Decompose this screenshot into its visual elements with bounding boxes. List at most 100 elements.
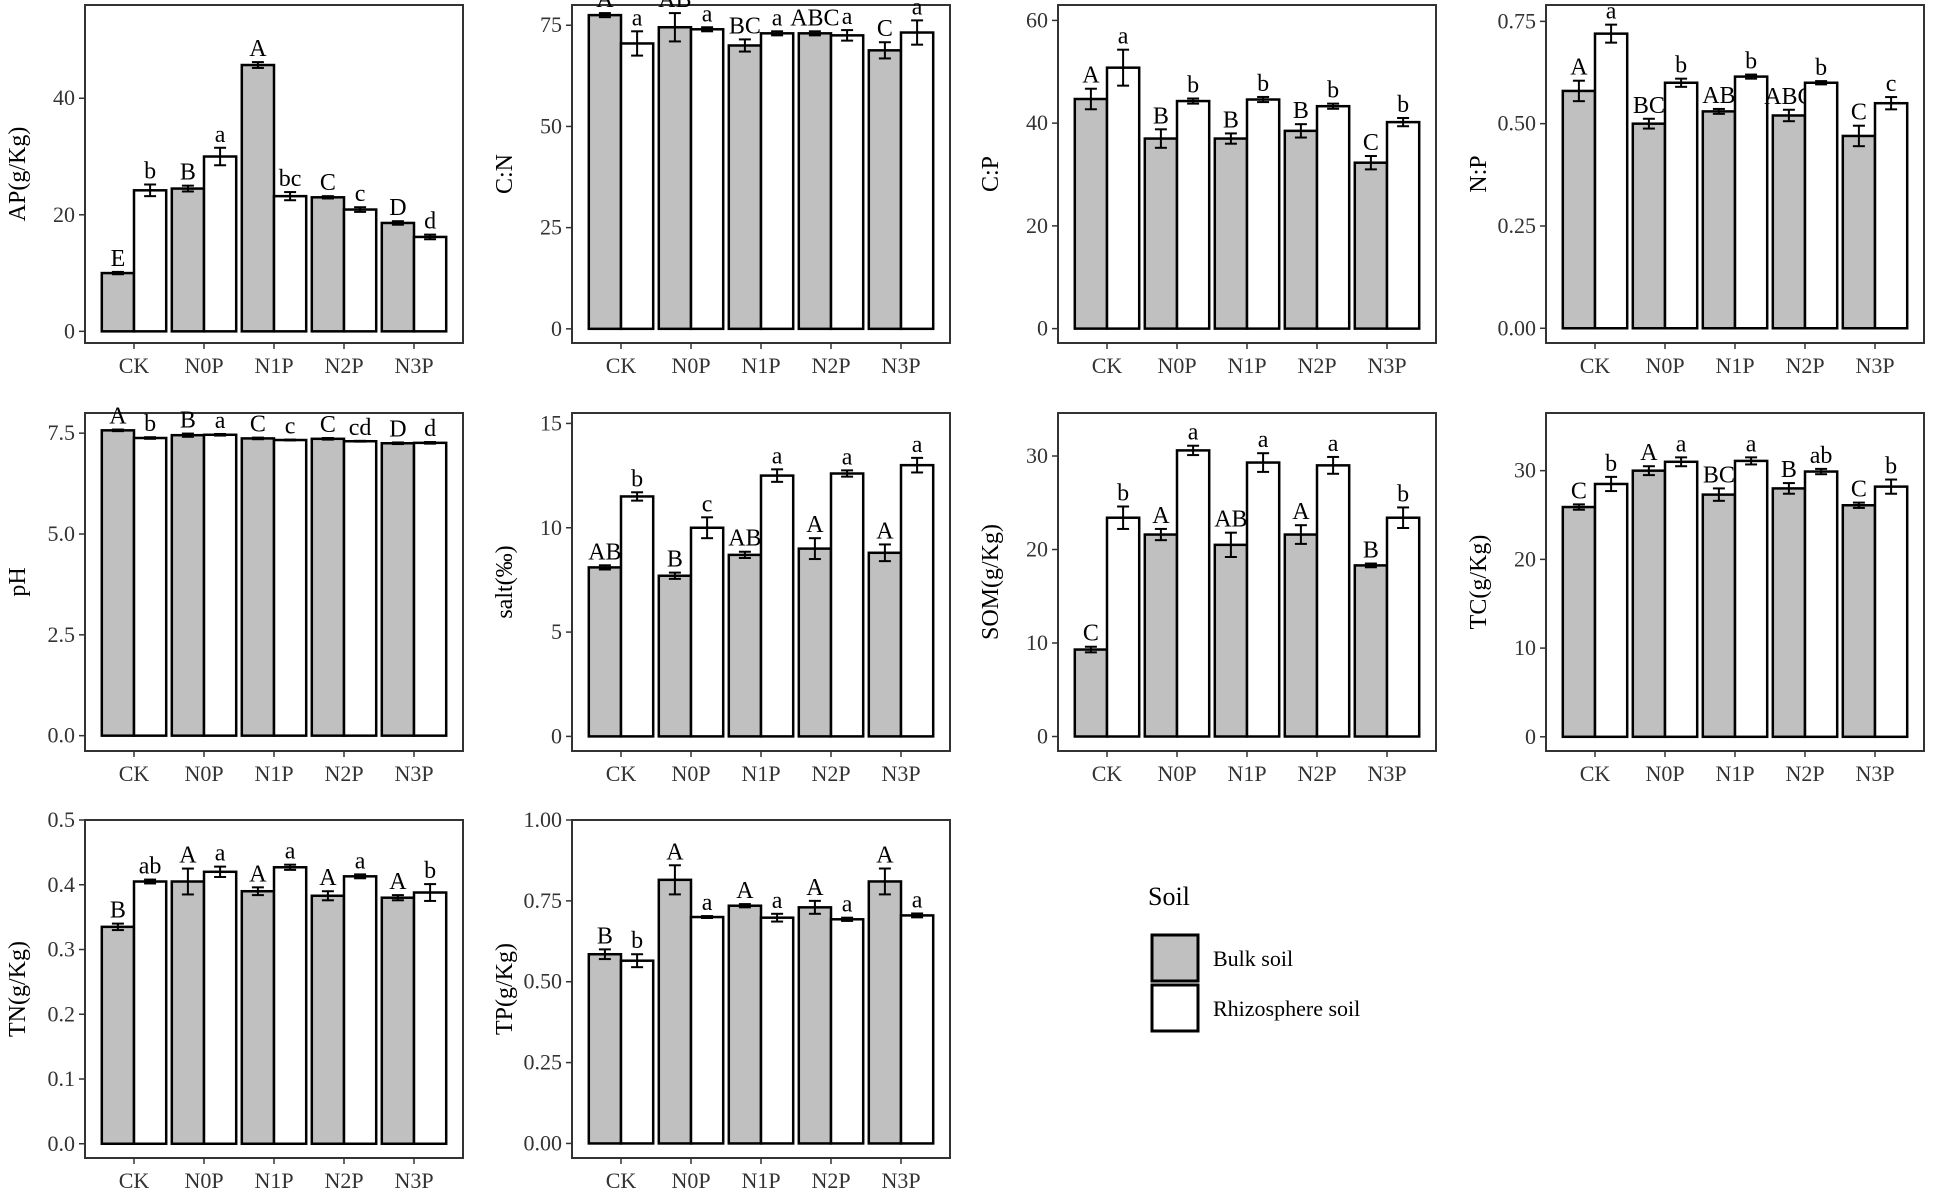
significance-label: b [1397, 481, 1409, 507]
x-tick-label-n1p: N1P [254, 1168, 293, 1193]
y-tick-label: 0.00 [524, 1130, 563, 1155]
x-tick-label-n3p: N3P [394, 761, 433, 786]
bar-rhizosphere-n2p [342, 439, 378, 737]
bar-rhizosphere-n3p [412, 235, 448, 333]
bar-rhizosphere-n1p [272, 438, 308, 737]
x-tick-label-ck: CK [119, 761, 150, 786]
bar-bulk-n3p [380, 442, 416, 737]
x-tick-label-n2p: N2P [811, 761, 850, 786]
significance-label: a [702, 1, 713, 27]
y-tick-label: 10 [540, 515, 562, 540]
significance-label: a [842, 444, 853, 470]
y-tick-label: 0.2 [48, 1001, 76, 1026]
y-tick-label: 0.25 [524, 1050, 563, 1075]
x-tick-label-n2p: N2P [324, 761, 363, 786]
y-axis-title: N:P [1466, 155, 1492, 192]
significance-label: B [597, 923, 613, 949]
significance-label: a [772, 5, 783, 31]
x-tick-label-n1p: N1P [741, 1168, 780, 1193]
bar-bulk-n3p [867, 49, 903, 331]
x-tick-label-ck: CK [606, 1168, 637, 1193]
bar-rhizosphere-ck [1105, 66, 1141, 330]
y-tick-label: 40 [1026, 110, 1048, 135]
x-tick-label-n1p: N1P [741, 353, 780, 378]
bar-rhizosphere-n1p [759, 32, 795, 331]
significance-label: AB [728, 526, 761, 552]
x-tick-label-ck: CK [606, 353, 637, 378]
y-tick-label: 5.0 [48, 521, 76, 546]
significance-label: b [144, 158, 156, 184]
bar-bulk-n1p [240, 889, 276, 1146]
bar-rhizosphere-ck [619, 42, 655, 331]
bar-rhizosphere-n0p [202, 155, 238, 333]
significance-label: B [180, 408, 196, 434]
bar-rhizosphere-n2p [342, 208, 378, 333]
significance-label: a [1328, 431, 1339, 457]
bar-rhizosphere-n2p [1315, 104, 1351, 330]
bar-rhizosphere-n3p [899, 31, 935, 331]
bar-bulk-ck [1073, 97, 1109, 330]
y-tick-label: 20 [1514, 546, 1536, 571]
significance-label: a [1676, 431, 1687, 457]
significance-label: A [179, 843, 197, 869]
x-tick-label-n3p: N3P [394, 353, 433, 378]
x-tick-label-n2p: N2P [324, 1168, 363, 1193]
significance-label: a [215, 408, 226, 434]
bar-bulk-ck [100, 271, 136, 333]
bar-rhizosphere-ck [619, 495, 655, 738]
significance-label: a [912, 432, 923, 458]
y-tick-label: 7.5 [48, 420, 76, 445]
y-tick-label: 20 [1026, 213, 1048, 238]
x-tick-label-n3p: N3P [881, 353, 920, 378]
significance-label: D [389, 195, 406, 221]
x-tick-label-n1p: N1P [1227, 353, 1266, 378]
x-tick-label-n2p: N2P [324, 353, 363, 378]
y-tick-label: 0.50 [1498, 111, 1537, 136]
bar-bulk-n2p [310, 196, 346, 333]
bar-rhizosphere-n2p [829, 472, 865, 738]
bar-rhizosphere-n3p [899, 914, 935, 1145]
bar-bulk-n0p [1631, 469, 1667, 739]
y-axis-title: C:P [978, 156, 1004, 192]
y-tick-label: 0.5 [48, 807, 76, 832]
significance-label: a [1188, 420, 1199, 446]
significance-label: A [249, 36, 267, 62]
significance-label: a [215, 841, 226, 867]
bar-bulk-n1p [1701, 110, 1737, 330]
significance-label: b [1885, 454, 1897, 480]
significance-label: BC [729, 13, 761, 39]
x-tick-label-ck: CK [1092, 353, 1123, 378]
significance-label: B [110, 898, 126, 924]
bar-bulk-n2p [1283, 129, 1319, 330]
x-tick-label-n2p: N2P [811, 1168, 850, 1193]
bar-bulk-n2p [1283, 533, 1319, 738]
bar-bulk-ck [587, 952, 623, 1145]
significance-label: BC [1703, 462, 1735, 488]
x-tick-label-n0p: N0P [671, 761, 710, 786]
bar-rhizosphere-n2p [1803, 470, 1839, 739]
bar-bulk-n1p [240, 63, 276, 333]
panel-tc-g-kg: 0 10 20 30 TC(g/Kg) CK Cb N0P A a N1P BC a N2P Bab N3P C… [1466, 412, 1925, 786]
y-axis-title: C:N [492, 154, 518, 194]
significance-label: BC [1633, 93, 1665, 119]
x-tick-label-n3p: N3P [1367, 761, 1406, 786]
x-tick-label-n3p: N3P [1367, 353, 1406, 378]
significance-label: C [1851, 477, 1867, 503]
bar-rhizosphere-ck [1593, 32, 1629, 330]
bar-bulk-n3p [867, 551, 903, 738]
bar-rhizosphere-n0p [1175, 99, 1211, 330]
bar-rhizosphere-n0p [689, 28, 725, 331]
significance-label: B [1781, 457, 1797, 483]
y-tick-label: 25 [540, 215, 562, 240]
significance-label: c [285, 414, 296, 440]
y-tick-label: 0.75 [524, 888, 563, 913]
y-axis-title: SOM(g/Kg) [978, 524, 1004, 640]
significance-label: a [355, 848, 366, 874]
y-tick-label: 10 [1514, 635, 1536, 660]
bar-rhizosphere-n2p [342, 875, 378, 1146]
significance-label: a [912, 0, 923, 20]
significance-label: a [632, 5, 643, 31]
x-tick-label-n2p: N2P [1297, 353, 1336, 378]
x-tick-label-n1p: N1P [1715, 761, 1754, 786]
y-tick-label: 50 [540, 113, 562, 138]
